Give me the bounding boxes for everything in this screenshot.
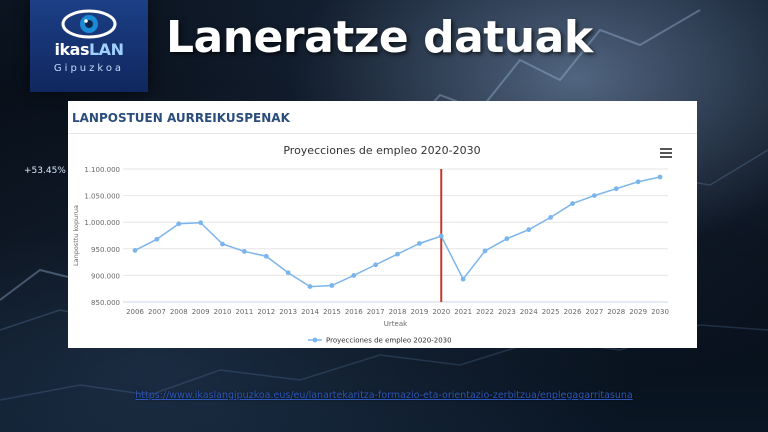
y-tick-label: 1.100.000 (84, 166, 120, 174)
logo-word-ikas: ikas (54, 40, 90, 59)
data-point (613, 186, 619, 192)
x-tick-label: 2013 (279, 308, 297, 316)
logo-wordmark: ikasLAN (30, 40, 148, 59)
source-link[interactable]: https://www.ikaslangipuzkoa.eus/eu/lanar… (135, 390, 633, 401)
data-point (351, 273, 357, 278)
data-point (438, 233, 444, 239)
y-axis-title: Lanposttu kopurua (72, 205, 80, 266)
x-tick-label: 2019 (410, 308, 428, 316)
y-tick-label: 950.000 (91, 246, 120, 254)
x-tick-label: 2022 (476, 308, 494, 316)
data-point (241, 249, 247, 254)
data-point (373, 262, 379, 268)
data-point (285, 270, 291, 276)
data-point (220, 241, 225, 247)
data-point (570, 201, 575, 206)
logo-word-lan: LAN (88, 40, 124, 59)
x-tick-label: 2018 (389, 308, 407, 316)
x-tick-label: 2027 (585, 308, 603, 316)
data-point (591, 193, 597, 198)
data-point (132, 247, 138, 253)
x-tick-label: 2020 (432, 308, 450, 316)
x-tick-label: 2023 (498, 308, 516, 316)
x-tick-label: 2012 (257, 308, 275, 316)
legend-label: Proyecciones de empleo 2020-2030 (326, 337, 452, 345)
series-line (134, 176, 661, 288)
data-point (635, 179, 641, 185)
data-point (395, 251, 400, 257)
logo-subtitle: Gipuzkoa (53, 63, 125, 74)
x-tick-label: 2030 (651, 308, 669, 316)
y-tick-label: 900.000 (91, 272, 120, 280)
legend-marker (312, 337, 318, 343)
ikaslan-logo: ikasLAN Gipuzkoa (30, 0, 148, 92)
data-point (548, 215, 554, 220)
data-point (526, 227, 532, 233)
data-point (657, 174, 663, 180)
y-tick-label: 1.050.000 (84, 193, 120, 201)
data-point (482, 248, 488, 254)
chart-title: Proyecciones de empleo 2020-2030 (283, 144, 480, 157)
x-tick-label: 2010 (214, 308, 232, 316)
employment-line-chart: Proyecciones de empleo 2020-2030 850.000 9… (72, 144, 669, 345)
x-tick-label: 2006 (126, 308, 144, 316)
y-tick-label: 1.000.000 (84, 219, 120, 227)
data-point (504, 236, 510, 242)
x-tick-label: 2007 (148, 308, 166, 316)
data-point (329, 283, 335, 288)
x-tick-label: 2015 (323, 308, 341, 316)
x-tick-label: 2017 (367, 308, 385, 316)
card-header: LANPOSTUEN AURREIKUSPENAK (72, 111, 290, 125)
x-axis-title: Urteak (384, 320, 408, 328)
data-point (460, 276, 466, 282)
data-point (198, 220, 204, 226)
chart-card: LANPOSTUEN AURREIKUSPENAK Proyecciones d… (68, 101, 697, 348)
x-tick-label: 2024 (520, 308, 538, 316)
x-tick-label: 2026 (564, 308, 582, 316)
x-tick-label: 2008 (170, 308, 188, 316)
card-divider (68, 133, 697, 134)
data-point (154, 236, 160, 242)
x-tick-label: 2021 (454, 308, 472, 316)
x-tick-label: 2009 (192, 308, 210, 316)
slide-title: Laneratze datuak (166, 12, 593, 63)
data-point (263, 253, 269, 259)
data-point (176, 221, 182, 227)
ticker-label: +53.45% (24, 166, 66, 176)
data-point (307, 284, 313, 289)
x-tick-label: 2025 (542, 308, 560, 316)
x-tick-label: 2028 (607, 308, 625, 316)
data-point (416, 241, 422, 246)
y-tick-label: 850.000 (91, 299, 120, 307)
x-tick-label: 2016 (345, 308, 363, 316)
x-tick-label: 2029 (629, 308, 647, 316)
hamburger-menu-icon[interactable] (660, 148, 672, 160)
x-tick-label: 2014 (301, 308, 319, 316)
eye-icon (61, 9, 117, 39)
x-tick-label: 2011 (235, 308, 253, 316)
